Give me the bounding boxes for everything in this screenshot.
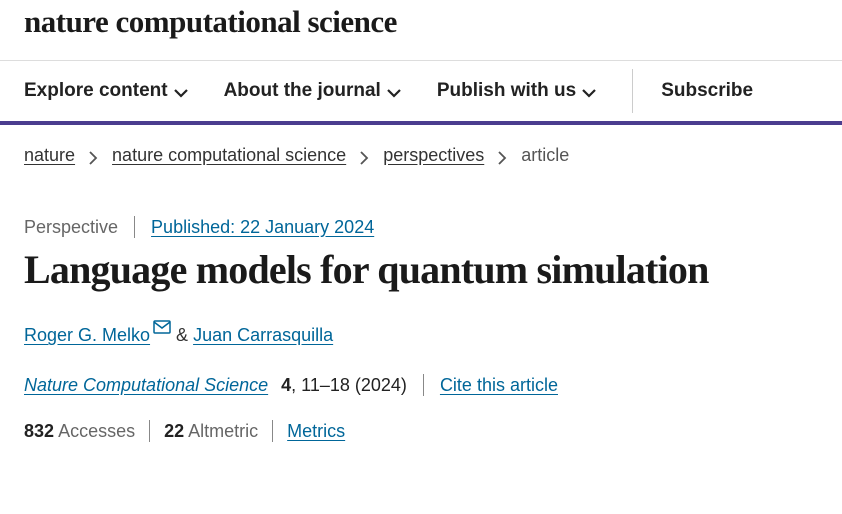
author-link[interactable]: Juan Carrasquilla: [193, 325, 333, 345]
chevron-right-icon: [498, 149, 507, 163]
citation-volume: 4: [281, 375, 291, 395]
article-type: Perspective: [24, 217, 118, 238]
author-link[interactable]: Roger G. Melko: [24, 325, 150, 345]
citation-journal-link[interactable]: Nature Computational Science: [24, 375, 268, 395]
breadcrumb: nature nature computational science pers…: [0, 125, 842, 166]
breadcrumb-link-perspectives[interactable]: perspectives: [383, 145, 484, 166]
authors: Roger G. Melko & Juan Carrasquilla: [24, 318, 818, 346]
journal-header: nature computational science: [0, 0, 842, 60]
metric-altmetric: 22 Altmetric: [164, 421, 258, 442]
breadcrumb-link-journal[interactable]: nature computational science: [112, 145, 346, 166]
metric-number: 832: [24, 421, 54, 441]
nav-bar: Explore content About the journal Publis…: [0, 60, 842, 125]
chevron-down-icon: [174, 84, 188, 98]
divider: [149, 420, 150, 442]
metric-accesses: 832 Accesses: [24, 421, 135, 442]
metric-label: Accesses: [58, 421, 135, 441]
breadcrumb-link-nature[interactable]: nature: [24, 145, 75, 166]
nav-about-journal[interactable]: About the journal: [224, 80, 401, 102]
author-separator: &: [171, 325, 193, 345]
divider: [134, 216, 135, 238]
article-meta: Perspective Published: 22 January 2024 L…: [0, 166, 842, 442]
cite-article-link[interactable]: Cite this article: [440, 375, 558, 396]
metric-number: 22: [164, 421, 184, 441]
journal-title[interactable]: nature computational science: [24, 4, 818, 40]
chevron-right-icon: [360, 149, 369, 163]
nav-explore-content[interactable]: Explore content: [24, 80, 188, 102]
meta-line: Perspective Published: 22 January 2024: [24, 216, 818, 238]
divider: [272, 420, 273, 442]
nav-label: About the journal: [224, 80, 381, 102]
chevron-right-icon: [89, 149, 98, 163]
subscribe-button[interactable]: Subscribe: [632, 69, 753, 113]
divider: [423, 374, 424, 396]
nav-label: Explore content: [24, 80, 168, 102]
metrics-link[interactable]: Metrics: [287, 421, 345, 442]
nav-label: Publish with us: [437, 80, 576, 102]
nav-publish-with-us[interactable]: Publish with us: [437, 80, 596, 102]
chevron-down-icon: [387, 84, 401, 98]
citation-text: Nature Computational Science 4, 11–18 (2…: [24, 375, 407, 396]
metrics-line: 832 Accesses 22 Altmetric Metrics: [24, 420, 818, 442]
breadcrumb-current: article: [521, 145, 569, 166]
citation-pages: , 11–18 (2024): [291, 375, 407, 395]
mail-icon[interactable]: [153, 318, 171, 332]
citation-line: Nature Computational Science 4, 11–18 (2…: [24, 374, 818, 396]
subscribe-label: Subscribe: [661, 80, 753, 102]
chevron-down-icon: [582, 84, 596, 98]
published-date-link[interactable]: Published: 22 January 2024: [151, 217, 374, 238]
metric-label: Altmetric: [188, 421, 258, 441]
article-title: Language models for quantum simulation: [24, 248, 818, 292]
